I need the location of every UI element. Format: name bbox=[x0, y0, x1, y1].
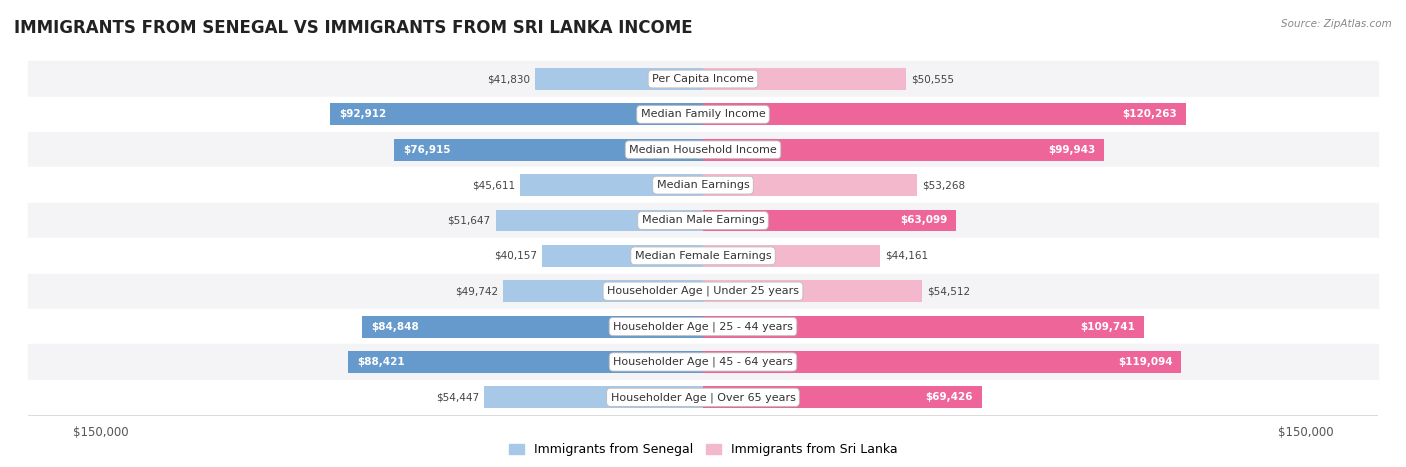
Text: IMMIGRANTS FROM SENEGAL VS IMMIGRANTS FROM SRI LANKA INCOME: IMMIGRANTS FROM SENEGAL VS IMMIGRANTS FR… bbox=[14, 19, 693, 37]
Text: Source: ZipAtlas.com: Source: ZipAtlas.com bbox=[1281, 19, 1392, 28]
Text: Median Male Earnings: Median Male Earnings bbox=[641, 215, 765, 226]
Bar bbox=[28, 168, 1378, 203]
Bar bbox=[520, 174, 703, 196]
Text: $76,915: $76,915 bbox=[404, 145, 450, 155]
Bar bbox=[28, 203, 1378, 238]
Bar bbox=[703, 386, 981, 408]
Text: $40,157: $40,157 bbox=[494, 251, 537, 261]
Bar bbox=[703, 280, 922, 302]
Bar bbox=[703, 103, 1187, 125]
Bar bbox=[28, 97, 1378, 132]
Text: $63,099: $63,099 bbox=[900, 215, 948, 226]
Text: $88,421: $88,421 bbox=[357, 357, 405, 367]
Text: Householder Age | 45 - 64 years: Householder Age | 45 - 64 years bbox=[613, 357, 793, 367]
Bar bbox=[484, 386, 703, 408]
Bar bbox=[28, 238, 1378, 274]
Text: $99,943: $99,943 bbox=[1049, 145, 1095, 155]
Bar bbox=[28, 132, 1378, 168]
Text: $109,741: $109,741 bbox=[1080, 322, 1135, 332]
Text: $49,742: $49,742 bbox=[456, 286, 498, 296]
Text: $54,447: $54,447 bbox=[436, 392, 479, 402]
Bar bbox=[495, 210, 703, 232]
Text: $53,268: $53,268 bbox=[922, 180, 965, 190]
Text: $92,912: $92,912 bbox=[339, 109, 387, 120]
Bar bbox=[503, 280, 703, 302]
Text: Median Female Earnings: Median Female Earnings bbox=[634, 251, 772, 261]
Legend: Immigrants from Senegal, Immigrants from Sri Lanka: Immigrants from Senegal, Immigrants from… bbox=[503, 439, 903, 461]
Text: $54,512: $54,512 bbox=[927, 286, 970, 296]
Bar bbox=[28, 344, 1378, 380]
Bar bbox=[703, 245, 880, 267]
Bar bbox=[28, 309, 1378, 344]
Text: Householder Age | Over 65 years: Householder Age | Over 65 years bbox=[610, 392, 796, 403]
Bar bbox=[330, 103, 703, 125]
Bar bbox=[363, 316, 703, 338]
Bar bbox=[703, 139, 1105, 161]
Text: $119,094: $119,094 bbox=[1118, 357, 1173, 367]
Text: Median Family Income: Median Family Income bbox=[641, 109, 765, 120]
Text: $120,263: $120,263 bbox=[1122, 109, 1177, 120]
Text: $69,426: $69,426 bbox=[925, 392, 973, 402]
Text: Householder Age | Under 25 years: Householder Age | Under 25 years bbox=[607, 286, 799, 297]
Bar bbox=[394, 139, 703, 161]
Text: Per Capita Income: Per Capita Income bbox=[652, 74, 754, 84]
Text: $50,555: $50,555 bbox=[911, 74, 953, 84]
Bar bbox=[703, 351, 1181, 373]
Bar bbox=[347, 351, 703, 373]
Bar bbox=[28, 380, 1378, 415]
Text: $44,161: $44,161 bbox=[886, 251, 928, 261]
Text: $41,830: $41,830 bbox=[486, 74, 530, 84]
Text: $84,848: $84,848 bbox=[371, 322, 419, 332]
Bar bbox=[703, 68, 905, 90]
Bar bbox=[703, 174, 917, 196]
Bar bbox=[703, 210, 956, 232]
Text: $51,647: $51,647 bbox=[447, 215, 491, 226]
Text: Median Earnings: Median Earnings bbox=[657, 180, 749, 190]
Bar bbox=[541, 245, 703, 267]
Bar bbox=[28, 61, 1378, 97]
Bar bbox=[534, 68, 703, 90]
Text: Median Household Income: Median Household Income bbox=[628, 145, 778, 155]
Text: Householder Age | 25 - 44 years: Householder Age | 25 - 44 years bbox=[613, 321, 793, 332]
Bar bbox=[28, 274, 1378, 309]
Text: $45,611: $45,611 bbox=[472, 180, 515, 190]
Bar bbox=[703, 316, 1144, 338]
